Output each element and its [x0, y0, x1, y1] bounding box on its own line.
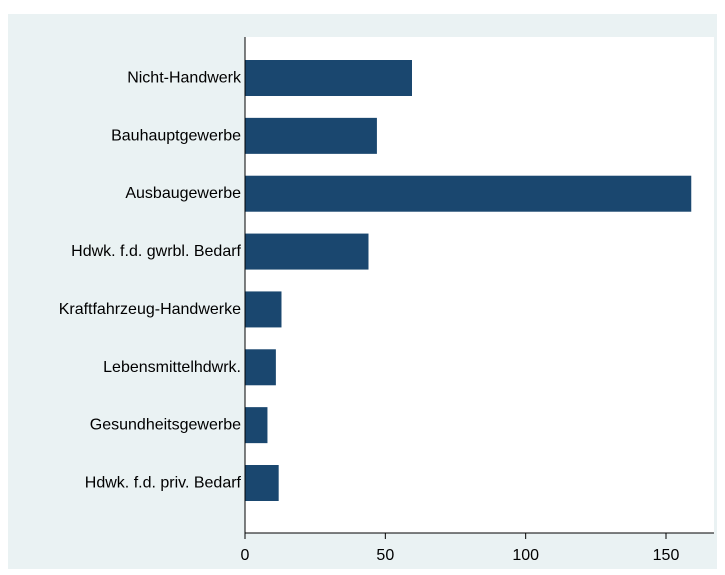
bar [245, 407, 268, 444]
chart-frame: Nicht-Handwerk Bauhauptgewerbe Ausbaugewer… [8, 14, 717, 569]
category-label: Nicht-Handwerk [127, 70, 242, 87]
bar [245, 291, 282, 328]
bar-chart: Nicht-Handwerk Bauhauptgewerbe Ausbaugewer… [59, 37, 714, 564]
x-tick-label: 50 [376, 547, 394, 564]
bar [245, 175, 692, 212]
category-label: Kraftfahrzeug-Handwerke [59, 301, 241, 318]
plot-area [245, 37, 714, 533]
bar [245, 117, 377, 154]
bars-group [245, 60, 692, 501]
category-label: Gesundheitsgewerbe [90, 417, 241, 434]
category-label: Lebensmittelhdwrk. [103, 359, 241, 376]
category-label: Hdwk. f.d. gwrbl. Bedarf [71, 243, 241, 260]
category-label: Bauhauptgewerbe [111, 127, 241, 144]
x-tick-label: 0 [241, 547, 250, 564]
x-axis-ticks: 0 50 100 150 [241, 533, 680, 564]
x-tick-label: 100 [512, 547, 539, 564]
bar [245, 60, 412, 96]
bar [245, 465, 279, 501]
bar [245, 233, 369, 270]
category-label: Hdwk. f.d. priv. Bedarf [85, 475, 242, 492]
x-tick-label: 150 [653, 547, 680, 564]
category-label: Ausbaugewerbe [125, 185, 241, 202]
bar [245, 349, 276, 386]
category-labels: Nicht-Handwerk Bauhauptgewerbe Ausbaugewer… [59, 70, 242, 492]
